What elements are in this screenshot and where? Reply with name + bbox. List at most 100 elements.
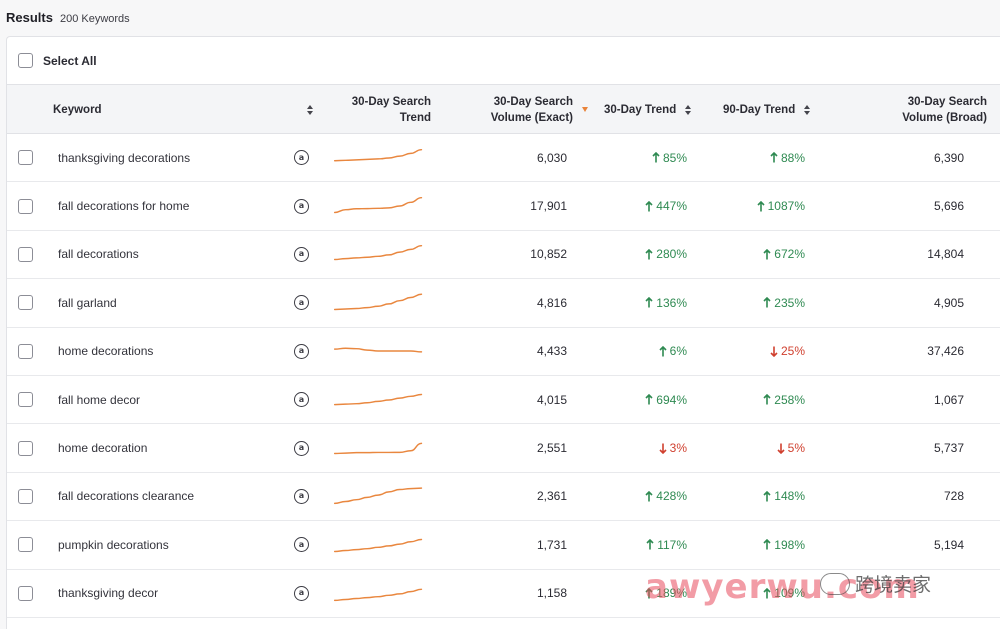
table-row[interactable]: fall decorations for home a 17,901 447% 1087…: [7, 182, 1000, 231]
arrow-up-icon: [645, 248, 653, 260]
sparkline-path: [333, 588, 423, 602]
table-row[interactable]: fall decorations a 10,852 280% 672% 14,804: [7, 231, 1000, 280]
volume-exact-value: 17,901: [530, 199, 567, 214]
keyword-text[interactable]: thanksgiving decorations: [58, 150, 191, 165]
trend-30-text: 117%: [657, 537, 687, 552]
amazon-icon[interactable]: a: [294, 343, 309, 359]
wechat-icon: [820, 572, 850, 595]
column-header-keyword[interactable]: Keyword: [53, 85, 313, 134]
table-row[interactable]: pumpkin decorations a 1,731 117% 198% 5,194: [7, 521, 1000, 570]
volume-broad-value: 1,067: [933, 392, 964, 407]
volume-exact-value: 1,731: [536, 537, 567, 552]
row-checkbox[interactable]: [18, 440, 33, 456]
keyword-text[interactable]: fall garland: [58, 295, 117, 310]
table-row[interactable]: home decoration a 2,551 3% 5% 5,737: [7, 424, 1000, 473]
amazon-icon[interactable]: a: [294, 392, 309, 408]
sort-descending-icon[interactable]: [582, 107, 588, 112]
row-checkbox[interactable]: [18, 392, 33, 408]
trend-30-text: 136%: [656, 295, 687, 310]
volume-broad-value: 37,426: [927, 344, 964, 359]
keyword-text[interactable]: fall decorations clearance: [58, 489, 195, 504]
arrow-up-icon: [645, 200, 653, 212]
row-checkbox[interactable]: [18, 150, 33, 166]
column-header-volume-broad[interactable]: 30-Day Search Volume (Broad): [867, 85, 987, 134]
select-all-checkbox[interactable]: [18, 53, 33, 68]
trend-90-text: 88%: [780, 150, 805, 165]
volume-broad-value: 6,390: [933, 150, 964, 165]
volume-exact-value: 6,030: [536, 150, 567, 165]
volume-exact-value: 4,433: [536, 344, 567, 359]
trend-90-text: 672%: [774, 247, 805, 262]
trend-30-value: 189%: [597, 570, 687, 617]
column-header-trend-90[interactable]: 90-Day Trend: [723, 85, 827, 134]
search-trend-sparkline: [331, 231, 427, 278]
amazon-icon[interactable]: a: [294, 488, 309, 504]
column-label-trend-30: 30-Day Trend: [604, 103, 677, 116]
trend-90-value: 5%: [715, 424, 805, 471]
keyword-text[interactable]: thanksgiving decor: [58, 586, 159, 601]
table-row[interactable]: home decorations a 4,433 6% 25% 37,426: [7, 328, 1000, 376]
row-checkbox[interactable]: [18, 295, 33, 311]
amazon-icon[interactable]: a: [294, 440, 309, 456]
row-checkbox[interactable]: [18, 585, 33, 601]
trend-90-value: 258%: [715, 376, 805, 423]
arrow-up-icon: [646, 539, 654, 550]
sort-icon[interactable]: [685, 104, 692, 115]
column-header-volume-exact[interactable]: 30-Day Search Volume (Exact): [467, 85, 588, 134]
keyword-text[interactable]: fall decorations: [58, 247, 139, 262]
amazon-icon[interactable]: a: [294, 295, 309, 311]
trend-90-value: 25%: [715, 328, 805, 375]
column-label-keyword: Keyword: [53, 103, 102, 116]
trend-90-text: 235%: [774, 295, 805, 310]
trend-90-value: 1087%: [715, 182, 805, 229]
trend-30-text: 428%: [656, 489, 687, 504]
row-checkbox[interactable]: [18, 246, 33, 262]
trend-30-value: 694%: [597, 376, 687, 423]
row-checkbox[interactable]: [18, 198, 33, 214]
trend-30-text: 3%: [669, 441, 687, 456]
amazon-icon[interactable]: a: [294, 198, 309, 214]
trend-30-value: 447%: [597, 182, 687, 229]
search-trend-sparkline: [331, 279, 427, 326]
row-checkbox[interactable]: [18, 537, 33, 553]
search-trend-sparkline: [331, 424, 427, 471]
trend-30-value: 6%: [597, 328, 687, 375]
trend-30-value: 136%: [597, 279, 687, 326]
volume-exact-value: 2,551: [536, 441, 567, 456]
sparkline-path: [333, 293, 423, 311]
keyword-text[interactable]: pumpkin decorations: [58, 537, 169, 552]
table-row[interactable]: fall home decor a 4,015 694% 258% 1,067: [7, 376, 1000, 425]
trend-30-text: 447%: [656, 199, 687, 214]
amazon-icon[interactable]: a: [294, 150, 309, 166]
select-all-label: Select All: [43, 53, 97, 68]
trend-30-text: 280%: [656, 247, 687, 262]
trend-30-value: 85%: [597, 134, 687, 181]
table-row[interactable]: thanksgiving decor a 1,158 189% 109%: [7, 570, 1000, 618]
keyword-text[interactable]: home decoration: [58, 441, 148, 456]
keyword-text[interactable]: fall decorations for home: [58, 199, 190, 214]
watermark-cn-text: 跨境卖家: [855, 575, 932, 596]
amazon-icon[interactable]: a: [294, 246, 309, 262]
row-checkbox[interactable]: [18, 343, 33, 359]
sort-icon[interactable]: [307, 104, 313, 115]
amazon-icon[interactable]: a: [294, 585, 309, 601]
trend-90-value: 88%: [715, 134, 805, 181]
table-row[interactable]: thanksgiving decorations a 6,030 85% 88% 6,39…: [7, 134, 1000, 183]
table-row[interactable]: fall decorations clearance a 2,361 428% 148%…: [7, 473, 1000, 522]
column-label-search-trend: 30-Day Search Trend: [351, 95, 431, 124]
volume-broad-value: 5,194: [933, 537, 964, 552]
arrow-down-icon: [659, 443, 667, 454]
amazon-icon[interactable]: a: [294, 537, 309, 553]
row-checkbox[interactable]: [18, 488, 33, 504]
sort-icon[interactable]: [804, 104, 811, 115]
keyword-text[interactable]: fall home decor: [58, 392, 141, 407]
search-trend-sparkline: [331, 473, 427, 520]
keyword-text[interactable]: home decorations: [58, 344, 154, 359]
column-header-search-trend: 30-Day Search Trend: [337, 85, 431, 134]
watermark: awyerwu.com: [645, 567, 920, 607]
column-header-trend-30[interactable]: 30-Day Trend: [604, 85, 704, 134]
table-header: Keyword 30-Day Search Trend 30-Day Searc…: [7, 85, 1000, 134]
table-row[interactable]: fall garland a 4,816 136% 235% 4,905: [7, 279, 1000, 328]
watermark-cn: 跨境卖家: [820, 570, 931, 597]
sparkline-path: [333, 148, 423, 162]
